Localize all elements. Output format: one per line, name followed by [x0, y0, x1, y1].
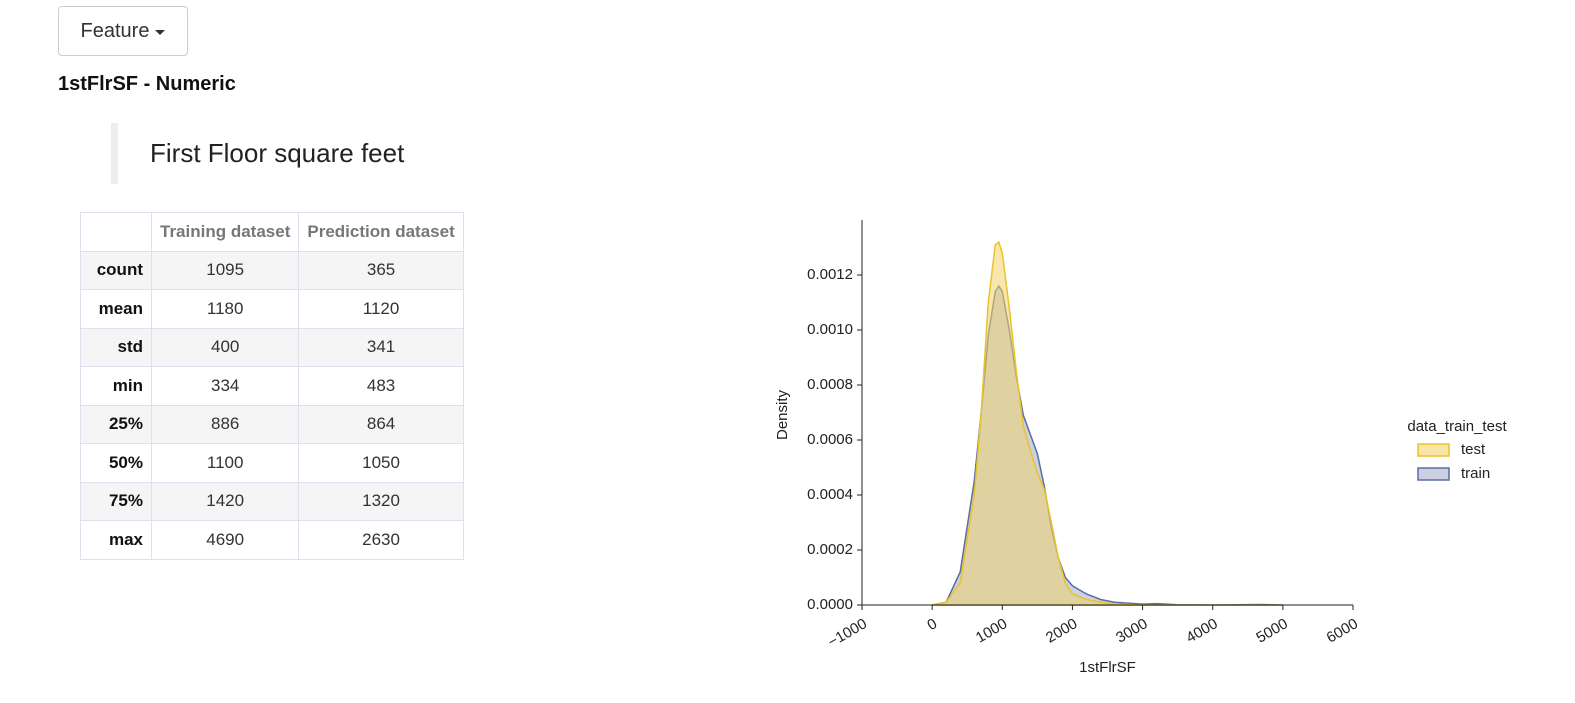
table-row: 25% 886 864 — [80, 404, 464, 444]
row-label: min — [80, 366, 152, 406]
table-row: 50% 1100 1050 — [80, 443, 464, 483]
row-label: count — [80, 250, 152, 290]
caret — [155, 30, 166, 35]
x-tick-label: 2000 — [1043, 615, 1080, 646]
heading: 1stFlrSF - Numeric — [58, 73, 236, 95]
description: First Floor square feet — [111, 123, 404, 184]
dropdown-label: Feature — [80, 19, 150, 42]
y-tick-label: 0.0010 — [807, 321, 853, 338]
cell: 864 — [298, 404, 464, 444]
x-tick-label: 4000 — [1183, 615, 1220, 646]
cell: 1420 — [150, 481, 300, 521]
legend-label: test — [1461, 441, 1486, 458]
cell: 1100 — [150, 443, 300, 483]
y-tick-label: 0.0006 — [807, 431, 853, 448]
y-axis-label: Density — [774, 389, 791, 440]
feature-dropdown[interactable]: Feature — [58, 6, 188, 56]
cell: 334 — [150, 366, 300, 406]
row-label: 25% — [80, 404, 152, 444]
row-label: max — [80, 520, 152, 560]
row-label: std — [80, 327, 152, 367]
cell: 2630 — [298, 520, 464, 560]
x-tick-label: −1000 — [825, 615, 870, 651]
column-header: Training dataset — [150, 212, 300, 252]
row-label: 50% — [80, 443, 152, 483]
chart: 0.0000 0.0002 0.0004 0.0006 0.0008 0.0010 0.00… — [774, 220, 1507, 676]
corner-cell — [80, 212, 152, 252]
x-tick-label: 0 — [924, 615, 940, 634]
legend-swatch — [1417, 467, 1450, 481]
cell: 365 — [298, 250, 464, 290]
cell: 1120 — [298, 289, 464, 329]
cell: 483 — [298, 366, 464, 406]
x-tick-label: 1000 — [973, 615, 1010, 646]
cell: 1095 — [150, 250, 300, 290]
x-axis-label: 1stFlrSF — [1079, 659, 1136, 676]
y-tick-label: 0.0012 — [807, 266, 853, 283]
y-tick-label: 0.0008 — [807, 376, 853, 393]
y-tick-label: 0.0004 — [807, 486, 853, 503]
header-row: Training dataset Prediction dataset — [80, 212, 464, 252]
table-row: count 1095 365 — [80, 250, 464, 290]
table-row: min 334 483 — [80, 366, 464, 406]
table-row: max 4690 2630 — [80, 520, 464, 560]
cell: 400 — [150, 327, 300, 367]
y-tick-label: 0.0000 — [807, 596, 853, 613]
cell: 1320 — [298, 481, 464, 521]
cell: 4690 — [150, 520, 300, 560]
x-tick-label: 5000 — [1253, 615, 1290, 646]
stats-table: Training dataset Prediction dataset count 1… — [80, 212, 464, 560]
table-row: std 400 341 — [80, 327, 464, 367]
table-row: 75% 1420 1320 — [80, 481, 464, 521]
row-label: mean — [80, 289, 152, 329]
cell: 1180 — [150, 289, 300, 329]
x-tick-label: 6000 — [1324, 615, 1361, 646]
cell: 886 — [150, 404, 300, 444]
legend-title: data_train_test — [1407, 418, 1507, 435]
density-area — [931, 240, 1283, 606]
legend-swatch — [1417, 443, 1450, 457]
table-row: mean 1180 1120 — [80, 289, 464, 329]
row-label: 75% — [80, 481, 152, 521]
cell: 1050 — [298, 443, 464, 483]
x-tick-label: 3000 — [1113, 615, 1150, 646]
y-tick-label: 0.0002 — [807, 541, 853, 558]
column-header: Prediction dataset — [298, 212, 464, 252]
legend-label: train — [1461, 465, 1490, 482]
cell: 341 — [298, 327, 464, 367]
